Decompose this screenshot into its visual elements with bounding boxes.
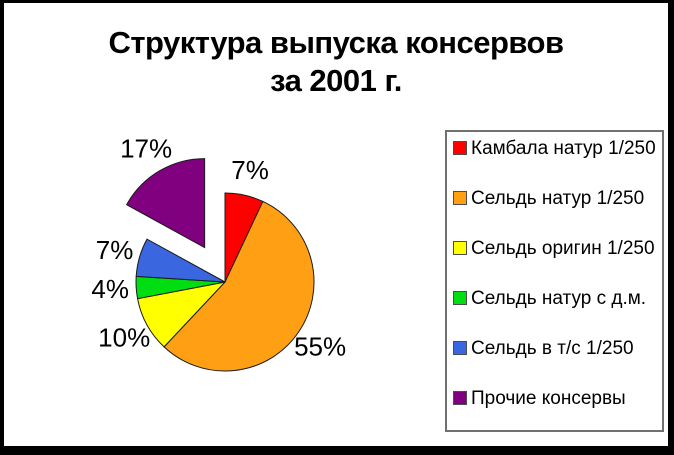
legend-label-5: Прочие консервы bbox=[471, 388, 626, 409]
chart-title-line1: Структура выпуска консервов bbox=[108, 25, 564, 60]
pie-percent-label-1: 55% bbox=[294, 332, 346, 362]
legend-swatch-0 bbox=[453, 141, 467, 155]
pie-slice-5 bbox=[125, 158, 206, 249]
legend-item-1: Сельдь натур 1/250 bbox=[453, 187, 659, 237]
legend-swatch-4 bbox=[453, 341, 467, 355]
chart-title: Структура выпуска консервов за 2001 г. bbox=[4, 3, 668, 100]
pie-percent-label-3: 4% bbox=[91, 274, 129, 304]
legend-item-3: Сельдь натур с д.м. bbox=[453, 287, 659, 337]
legend-label-3: Сельдь натур с д.м. bbox=[471, 288, 647, 309]
legend-label-4: Сельдь в т/с 1/250 bbox=[471, 338, 634, 359]
pie-percent-label-0: 7% bbox=[231, 155, 269, 185]
pie-percent-label-5: 17% bbox=[120, 134, 172, 164]
pie-percent-label-4: 7% bbox=[96, 235, 134, 265]
legend-item-2: Сельдь оригин 1/250 bbox=[453, 237, 659, 287]
chart-title-line2: за 2001 г. bbox=[270, 63, 402, 98]
legend-item-4: Сельдь в т/с 1/250 bbox=[453, 337, 659, 387]
legend-item-5: Прочие консервы bbox=[453, 387, 659, 437]
legend-item-0: Камбала натур 1/250 bbox=[453, 137, 659, 187]
pie-slice-1 bbox=[163, 200, 315, 372]
pie-percent-label-2: 10% bbox=[98, 322, 150, 352]
pie-chart: 7% 55% 10% 4% 7% 17% bbox=[91, 134, 346, 372]
legend-swatch-2 bbox=[453, 241, 467, 255]
legend-label-0: Камбала натур 1/250 bbox=[471, 138, 656, 159]
legend-swatch-3 bbox=[453, 291, 467, 305]
legend: Камбала натур 1/250 Сельдь натур 1/250 Сел… bbox=[445, 130, 664, 432]
legend-label-1: Сельдь натур 1/250 bbox=[471, 188, 645, 209]
legend-swatch-1 bbox=[453, 191, 467, 205]
pie-slice-4 bbox=[135, 238, 226, 283]
legend-label-2: Сельдь оригин 1/250 bbox=[471, 238, 655, 259]
legend-swatch-5 bbox=[453, 391, 467, 405]
